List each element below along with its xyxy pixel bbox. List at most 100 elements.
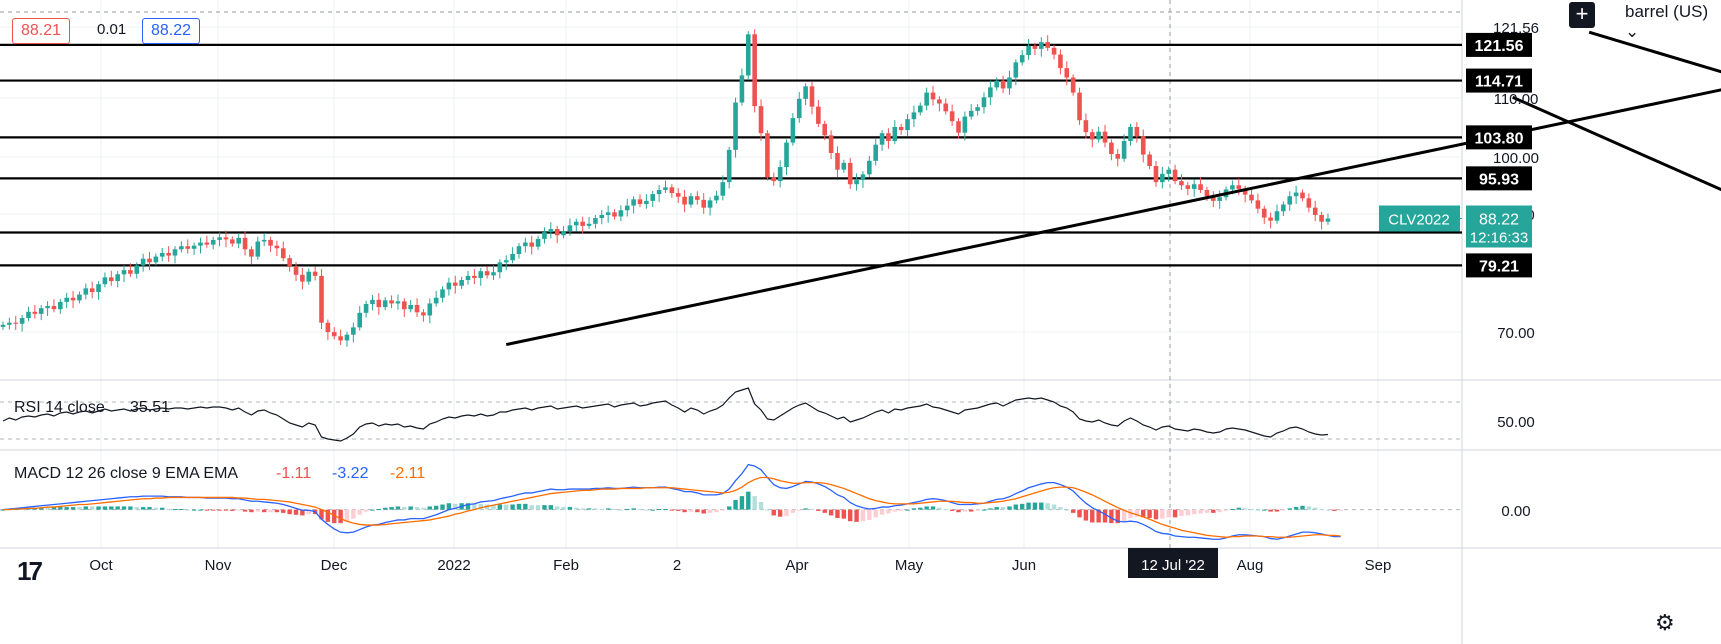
candle-body (230, 239, 235, 244)
macd-hist-bar (166, 509, 171, 510)
macd-hist-bar (1153, 509, 1159, 520)
macd-hist-bar (918, 507, 923, 510)
candle-body (771, 177, 777, 182)
macd-hist-bar (644, 509, 649, 511)
macd-hist-bar (1293, 507, 1299, 510)
candle-body (1274, 211, 1280, 221)
candle-body (1058, 54, 1063, 69)
macd-hist-bar (140, 507, 146, 510)
candle-body (886, 133, 891, 142)
macd-hist-bar (1172, 509, 1178, 518)
bid-price-box[interactable]: 88.21 (12, 18, 71, 44)
candle-body (777, 167, 783, 182)
candle-body (51, 306, 57, 310)
candle-body (758, 106, 764, 134)
macd-hist-bar (1204, 509, 1210, 513)
level-tag-box (1466, 125, 1532, 150)
candle-body (376, 299, 382, 308)
candle-body (102, 277, 108, 285)
candle-body (752, 34, 757, 107)
macd-hist-bar (841, 509, 847, 519)
macd-hist-bar (809, 509, 815, 510)
candle-body (707, 200, 713, 208)
ask-price-box[interactable]: 88.22 (142, 18, 201, 44)
macd-hist-bar (414, 507, 420, 510)
candle-body (701, 199, 706, 208)
candle-body (45, 306, 50, 309)
candle-body (841, 162, 847, 170)
candle-body (962, 116, 968, 133)
candle-body (1083, 120, 1089, 133)
candle-body (867, 160, 872, 175)
candle-body (1300, 192, 1305, 199)
candlesticks (0, 29, 1331, 347)
macd-hist-bar (586, 508, 592, 510)
macd-hist-bar (338, 509, 343, 524)
candle-body (1070, 77, 1076, 93)
macd-hist-bar (516, 503, 522, 510)
candle-body (491, 272, 496, 276)
candle-body (338, 336, 343, 341)
macd-hist-bar (758, 501, 764, 510)
macd-hist-bar (1160, 509, 1165, 519)
macd-hist-bar (593, 508, 598, 510)
macd-hist-bar (185, 509, 190, 511)
candle-body (1134, 126, 1140, 137)
macd-hist-bar (1109, 509, 1114, 524)
macd-hist-bar (1000, 507, 1006, 510)
candle-body (1166, 169, 1172, 174)
macd-hist-bar (115, 506, 120, 510)
add-plus-icon[interactable]: + (1569, 2, 1595, 28)
candle-body (58, 301, 63, 310)
tradingview-logo-icon: 17 (17, 556, 43, 586)
macd-hist-bar (956, 509, 961, 513)
candle-body (0, 324, 6, 327)
macd-hist-bar (1236, 507, 1241, 510)
macd-hist-bar (478, 503, 483, 510)
candle-body (1140, 136, 1146, 155)
candle-body (1064, 68, 1070, 78)
candle-body (981, 97, 987, 108)
candle-body (567, 225, 573, 232)
macd-hist-bar (1070, 509, 1076, 513)
macd-hist-bar (1064, 509, 1069, 511)
candle-body (542, 232, 547, 239)
macd-hist-bar (1090, 509, 1095, 523)
gear-icon[interactable]: ⚙ (1655, 610, 1675, 635)
candle-body (472, 275, 477, 278)
symbol-tag-box (1379, 205, 1460, 232)
candle-body (695, 196, 700, 200)
candle-body (1096, 131, 1101, 140)
macd-hist-bar (281, 509, 286, 513)
candle-body (816, 106, 821, 124)
candle-body (714, 195, 719, 201)
candle-body (847, 162, 853, 185)
macd-hist-bar (491, 505, 496, 510)
candle-body (440, 289, 445, 298)
candle-body (242, 237, 248, 250)
candle-body (1160, 173, 1165, 183)
unit-label: barrel (US) (1625, 2, 1709, 21)
macd-hist-bar (1281, 509, 1286, 511)
candle-body (1325, 218, 1331, 222)
candle-body (745, 34, 751, 76)
candle-body (1051, 47, 1057, 55)
candle-body (796, 98, 802, 119)
unit-dropdown[interactable]: barrel (US) ⌄ (1625, 2, 1721, 42)
x-tick-label: May (895, 557, 924, 574)
candle-body (1102, 131, 1108, 143)
macd-hist-bar (1166, 509, 1171, 518)
candle-body (153, 256, 159, 263)
candle-body (287, 258, 292, 268)
candle-body (644, 200, 649, 205)
macd-hist-bar (994, 507, 999, 510)
macd-hist-bar (395, 506, 401, 510)
macd-hist-bar (1338, 509, 1343, 511)
candle-body (828, 135, 834, 153)
macd-hist-bar (1058, 507, 1063, 510)
candle-body (988, 87, 993, 98)
candle-body (408, 305, 413, 310)
price-tags: 121.56114.71103.8095.9385.5379.21CLV2022… (1379, 32, 1532, 278)
macd-hist-bar (293, 509, 299, 515)
